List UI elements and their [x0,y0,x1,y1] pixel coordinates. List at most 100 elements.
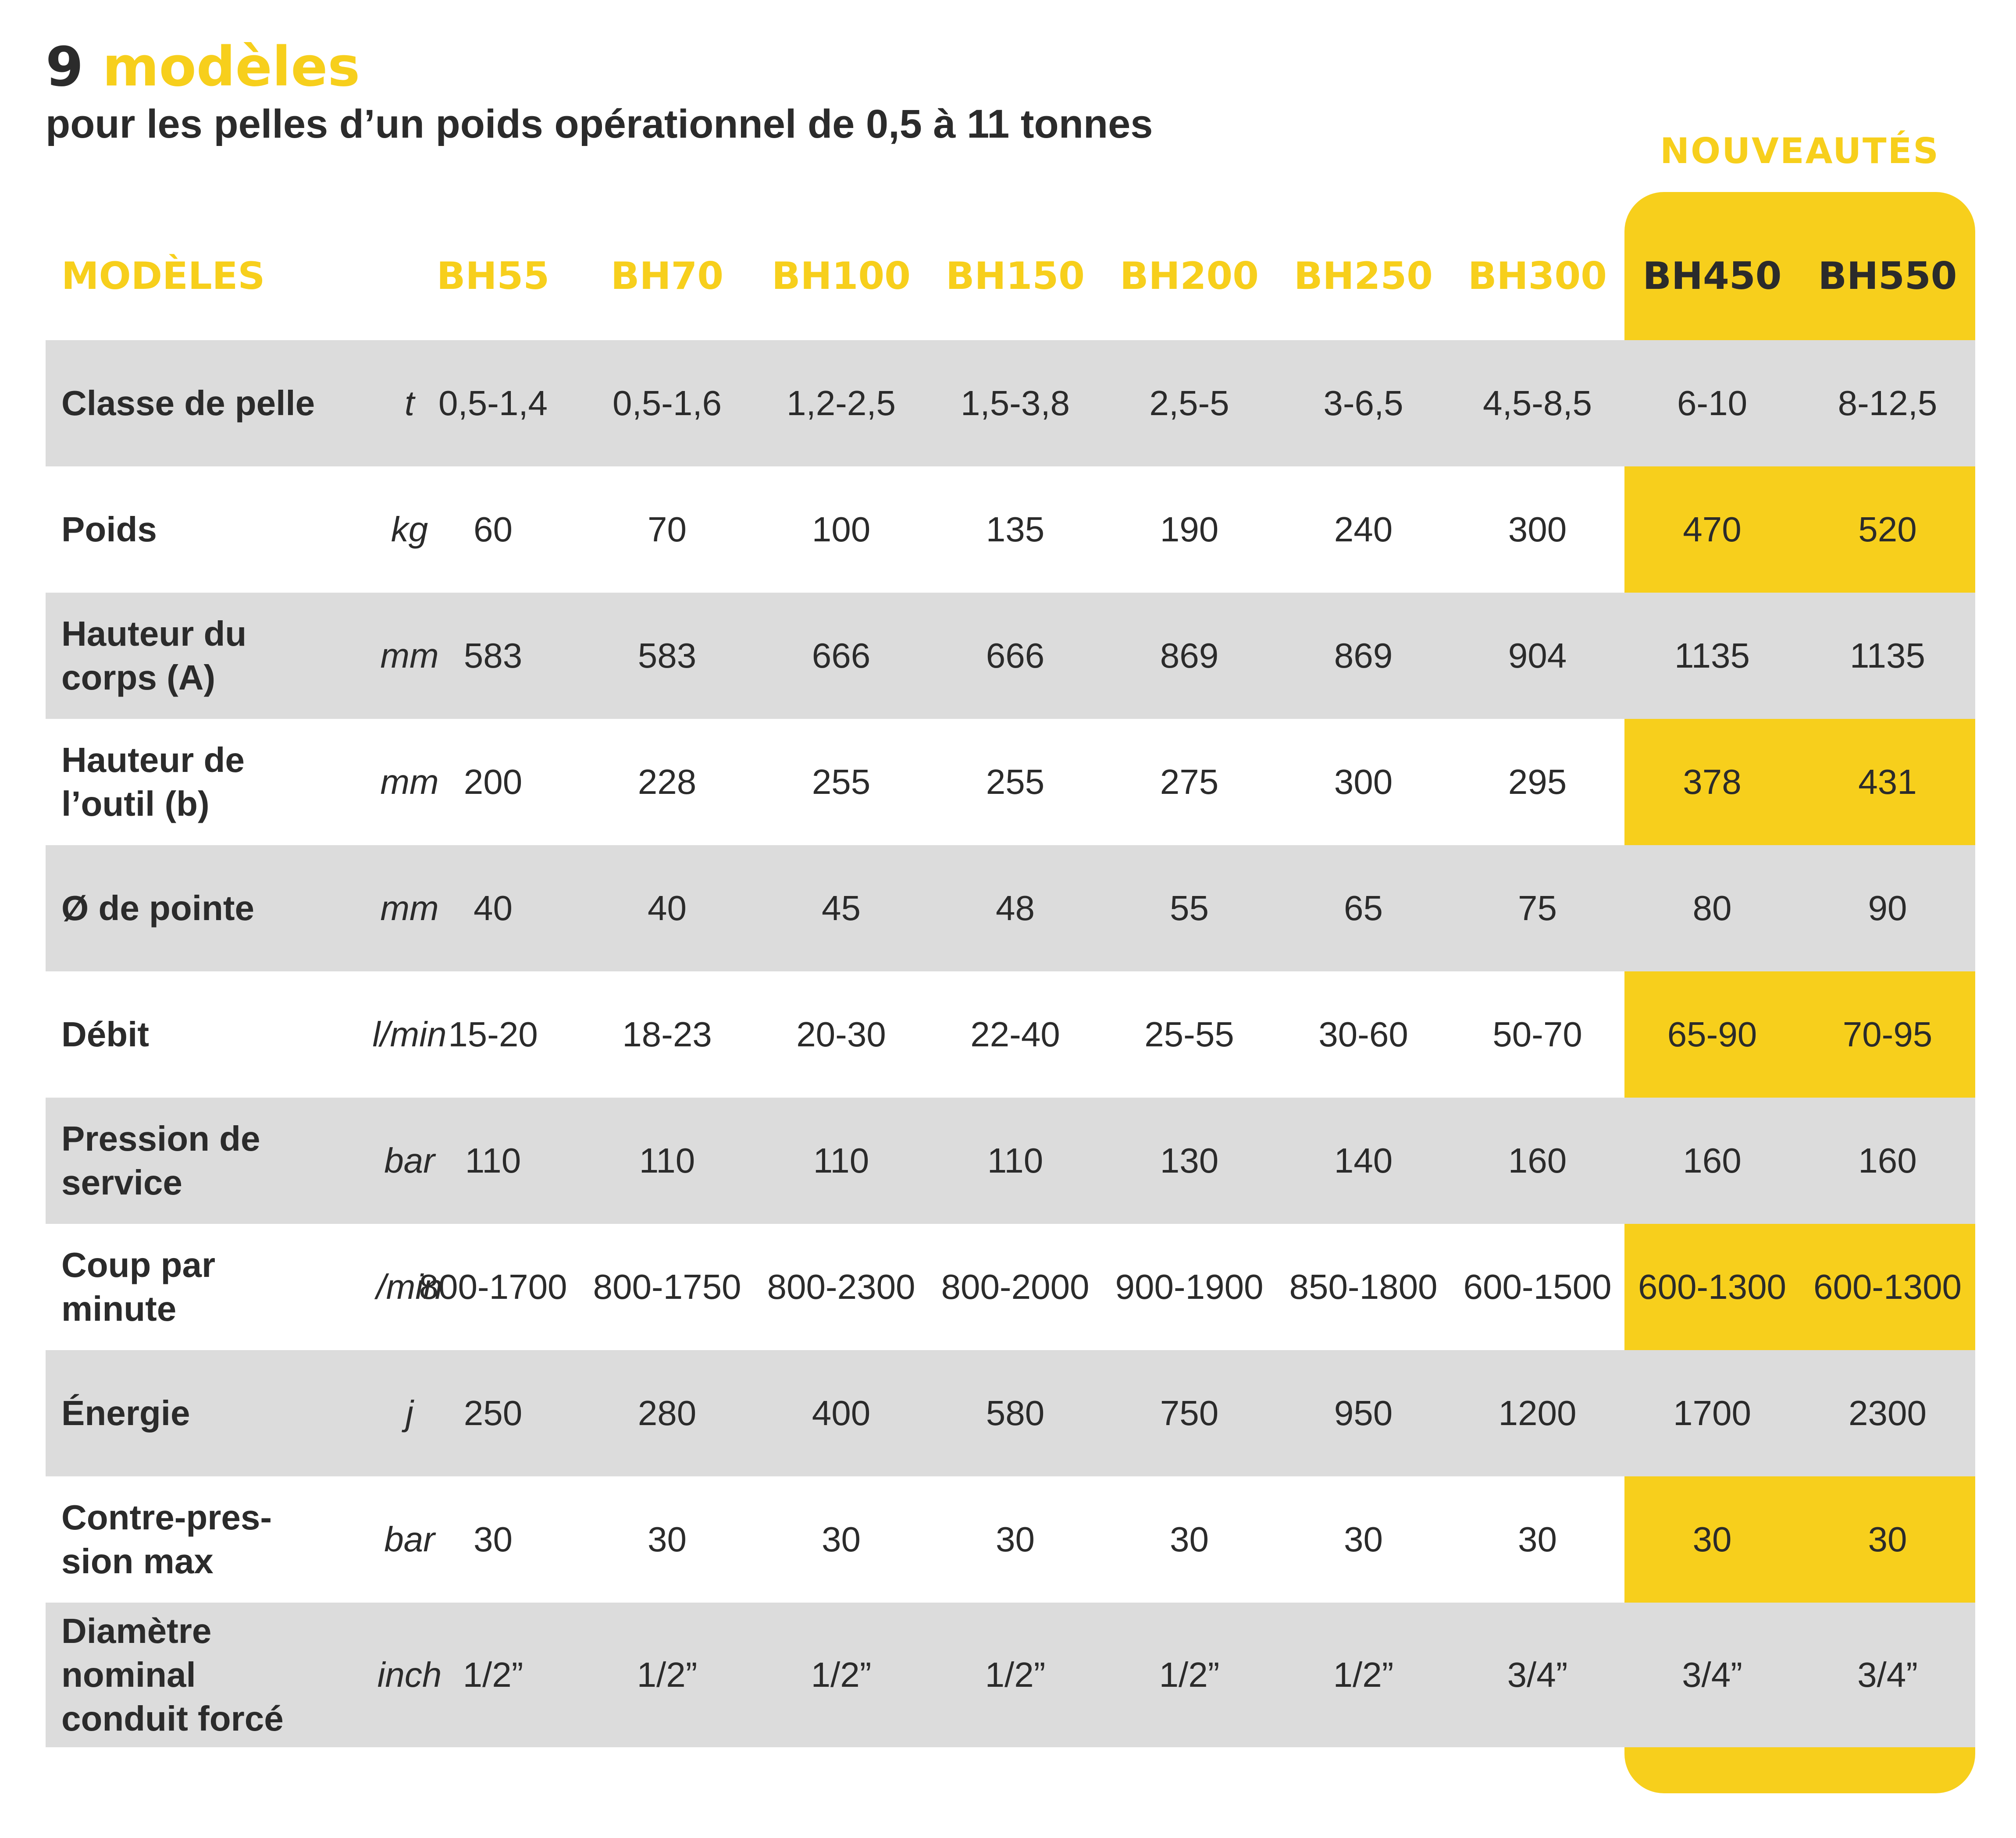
header-model-bh250: BH250 [1293,254,1433,298]
row-unit: /min [376,1267,443,1306]
value-cell: 800- 1700 [419,1267,567,1306]
value-cell: 110 [813,1141,869,1180]
value-cell: 0,5-1,6 [612,384,722,423]
table-row: Poids kg 60 70 100 135 190 240 300 470 520 [46,466,1975,593]
value-cell: 1/2” [1333,1655,1394,1694]
value-cell: 190 [1160,510,1219,549]
row-unit: l/min [372,1015,447,1054]
value-cell: 3/4” [1800,1603,1975,1747]
header-model-bh150: BH150 [945,254,1085,298]
value-cell: 1/2” [811,1655,872,1694]
row-label: Coup par minute [61,1245,216,1328]
value-cell: 2300 [1800,1350,1975,1476]
value-cell: 90 [1800,845,1975,971]
row-label: Hauteur du corps (A) [61,614,247,697]
row-label: Ø de pointe [61,889,254,928]
value-cell: 70 [648,510,687,549]
value-cell: 135 [986,510,1045,549]
value-cell: 750 [1160,1394,1219,1433]
table-row: Pression de service bar 110 110 110 110 130 140… [46,1098,1975,1224]
value-cell: 250 [463,1394,523,1433]
value-cell: 200 [463,762,523,801]
value-cell: 30 [1344,1520,1383,1559]
table-row: Contre-pres-sion max bar 30 30 30 30 30 30 30 30 3… [46,1476,1975,1603]
table-row: Débit l/min 15-20 18-23 20-30 22-40 25-55 30-60… [46,971,1975,1098]
value-cell: 30 [648,1520,687,1559]
page-title: 9 modèles [46,34,360,100]
value-cell: 666 [986,636,1045,675]
row-unit: bar [384,1520,435,1559]
value-cell: 869 [1160,636,1219,675]
value-cell: 3/4” [1624,1603,1800,1747]
value-cell: 0,5-1,4 [438,384,548,423]
table-row: Coup par minute/min 800- 1700 800- 1750 800- 2… [46,1224,1975,1350]
value-cell: 75 [1518,889,1557,928]
value-cell: 3-6,5 [1323,384,1403,423]
value-cell: 4,5-8,5 [1482,384,1592,423]
value-cell: 1/2” [985,1655,1046,1694]
page-subtitle: pour les pelles d’un poids opérationnel … [46,102,1153,146]
value-cell: 6-10 [1624,340,1800,466]
value-cell: 100 [812,510,871,549]
row-unit: mm [380,762,439,801]
table-row: Ø de pointe mm 40 40 45 48 55 65 75 80 90 [46,845,1975,971]
value-cell: 60 [474,510,513,549]
value-cell: 140 [1334,1141,1393,1180]
value-cell: 80 [1624,845,1800,971]
row-label: Énergie [61,1394,190,1433]
value-cell: 255 [812,762,871,801]
title-number: 9 [46,36,84,99]
value-cell: 255 [986,762,1045,801]
value-cell: 30-60 [1318,1015,1408,1054]
value-cell: 431 [1800,719,1975,845]
value-cell: 800- 1750 [593,1267,741,1306]
value-cell: 850- 1800 [1289,1267,1438,1306]
row-label: Débit [61,1015,149,1054]
value-cell: 1/2” [1159,1655,1220,1694]
value-cell: 15-20 [448,1015,538,1054]
table-row: Hauteur de l’outil (b) mm 200 228 255 255 275 3… [46,719,1975,845]
row-unit: mm [380,636,439,675]
value-cell: 3/4” [1507,1655,1568,1694]
value-cell: 580 [986,1394,1045,1433]
value-cell: 30 [1518,1520,1557,1559]
value-cell: 110 [465,1141,521,1180]
row-unit: kg [391,510,428,549]
value-cell: 300 [1334,762,1393,801]
value-cell: 1700 [1624,1350,1800,1476]
value-cell: 1,2-2,5 [786,384,896,423]
value-cell: 18-23 [622,1015,712,1054]
value-cell: 30 [996,1520,1035,1559]
value-cell: 30 [1624,1476,1800,1603]
table-row: Hauteur du corps (A) mm 583 583 666 666 869 869… [46,593,1975,719]
value-cell: 40 [474,889,513,928]
value-cell: 275 [1160,762,1219,801]
value-cell: 1200 [1498,1394,1577,1433]
table-row: Énergie j 250 280 400 580 750 950 1200 1700 2300 [46,1350,1975,1476]
value-cell: 50-70 [1492,1015,1582,1054]
header-model-bh100: BH100 [771,254,911,298]
header-model-bh70: BH70 [610,254,724,298]
value-cell: 280 [638,1394,697,1433]
value-cell: 65-90 [1624,971,1800,1098]
row-label: Classe de pelle [61,384,315,423]
row-unit: inch [377,1655,442,1694]
row-label: Poids [61,510,157,549]
row-label: Diamètre nominal conduit forcé [61,1611,284,1738]
value-cell: 70-95 [1800,971,1975,1098]
value-cell: 904 [1508,636,1567,675]
value-cell: 228 [638,762,697,801]
value-cell: 160 [1508,1141,1567,1180]
value-cell: 30 [822,1520,861,1559]
value-cell: 583 [463,636,523,675]
value-cell: 470 [1624,466,1800,593]
value-cell: 110 [987,1141,1044,1180]
value-cell: 240 [1334,510,1393,549]
table-row: Diamètre nominal conduit forcé inch 1/2” 1/… [46,1603,1975,1747]
row-label: Hauteur de l’outil (b) [61,740,245,823]
value-cell: 40 [648,889,687,928]
header-model-bh55: BH55 [436,254,550,298]
value-cell: 378 [1624,719,1800,845]
value-cell: 130 [1160,1141,1219,1180]
value-cell: 950 [1334,1394,1393,1433]
